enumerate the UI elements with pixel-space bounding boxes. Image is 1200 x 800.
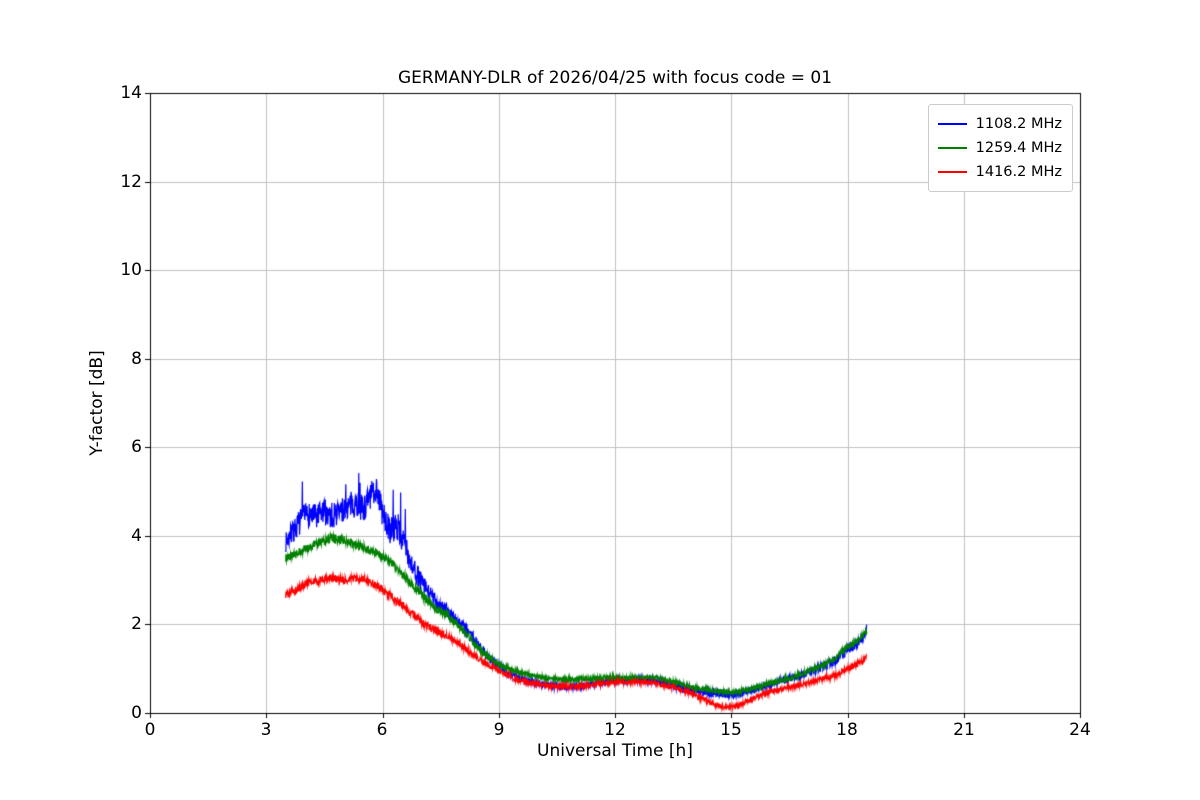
x-axis-label: Universal Time [h] xyxy=(537,741,693,761)
legend-label: 1416.2 MHz xyxy=(975,164,1062,180)
x-tick-label: 24 xyxy=(1069,720,1091,740)
x-tick-label: 3 xyxy=(260,720,272,740)
y-tick-label: 4 xyxy=(131,526,142,546)
x-tick-label: 6 xyxy=(376,720,388,740)
x-tick-label: 15 xyxy=(720,720,742,740)
legend-line-sample xyxy=(937,123,967,125)
x-tick-label: 0 xyxy=(144,720,156,740)
x-tick-label: 9 xyxy=(493,720,505,740)
chart-title: GERMANY-DLR of 2026/04/25 with focus cod… xyxy=(397,68,833,88)
y-tick-label: 8 xyxy=(131,349,142,369)
y-tick-label: 10 xyxy=(120,260,142,280)
y-tick-label: 12 xyxy=(120,172,142,192)
legend-line-sample xyxy=(937,147,967,149)
legend-entry: 1108.2 MHz xyxy=(937,112,1062,136)
legend: 1108.2 MHz 1259.4 MHz 1416.2 MHz xyxy=(927,104,1073,192)
legend-entry: 1259.4 MHz xyxy=(937,136,1062,160)
x-tick-label: 21 xyxy=(953,720,975,740)
y-tick-label: 14 xyxy=(120,83,142,103)
legend-label: 1259.4 MHz xyxy=(975,140,1062,156)
x-tick-label: 18 xyxy=(836,720,858,740)
y-tick-label: 0 xyxy=(131,703,142,723)
legend-line-sample xyxy=(937,171,967,173)
y-tick-label: 2 xyxy=(131,614,142,634)
legend-label: 1108.2 MHz xyxy=(975,116,1062,132)
y-tick-label: 6 xyxy=(131,437,142,457)
legend-entry: 1416.2 MHz xyxy=(937,160,1062,184)
x-tick-label: 12 xyxy=(604,720,626,740)
